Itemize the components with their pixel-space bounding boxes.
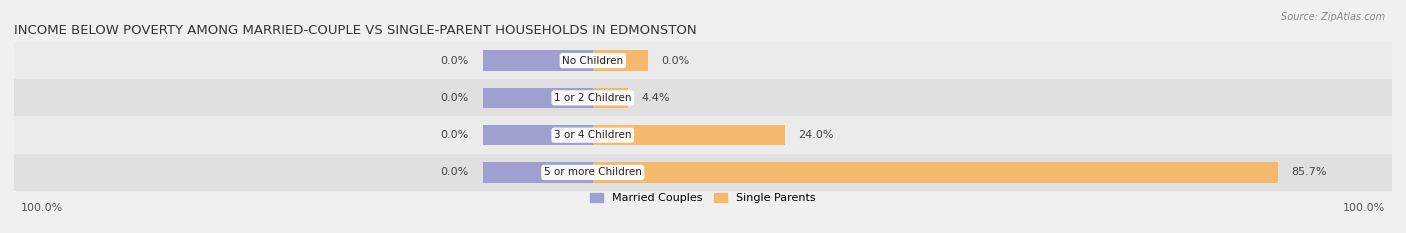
Legend: Married Couples, Single Parents: Married Couples, Single Parents (586, 188, 820, 208)
Text: 4.4%: 4.4% (641, 93, 671, 103)
Text: INCOME BELOW POVERTY AMONG MARRIED-COUPLE VS SINGLE-PARENT HOUSEHOLDS IN EDMONST: INCOME BELOW POVERTY AMONG MARRIED-COUPL… (14, 24, 697, 37)
Text: 24.0%: 24.0% (799, 130, 834, 140)
Text: 100.0%: 100.0% (21, 203, 63, 213)
Bar (593, 88, 628, 108)
Text: Source: ZipAtlas.com: Source: ZipAtlas.com (1281, 12, 1385, 22)
Text: 0.0%: 0.0% (440, 130, 468, 140)
Bar (482, 125, 593, 145)
Text: 100.0%: 100.0% (1343, 203, 1385, 213)
Bar (14, 42, 1392, 79)
Text: 3 or 4 Children: 3 or 4 Children (554, 130, 631, 140)
Bar (482, 162, 593, 183)
Text: 0.0%: 0.0% (440, 56, 468, 65)
Text: 0.0%: 0.0% (440, 93, 468, 103)
Text: 0.0%: 0.0% (440, 168, 468, 177)
Bar (593, 162, 1278, 183)
Bar (482, 50, 593, 71)
Bar (14, 154, 1392, 191)
Text: 0.0%: 0.0% (662, 56, 690, 65)
Text: 85.7%: 85.7% (1292, 168, 1327, 177)
Bar (593, 50, 648, 71)
Text: No Children: No Children (562, 56, 623, 65)
Bar (14, 79, 1392, 116)
Text: 5 or more Children: 5 or more Children (544, 168, 641, 177)
Text: 1 or 2 Children: 1 or 2 Children (554, 93, 631, 103)
Bar (593, 125, 785, 145)
Bar (482, 88, 593, 108)
Bar (14, 116, 1392, 154)
